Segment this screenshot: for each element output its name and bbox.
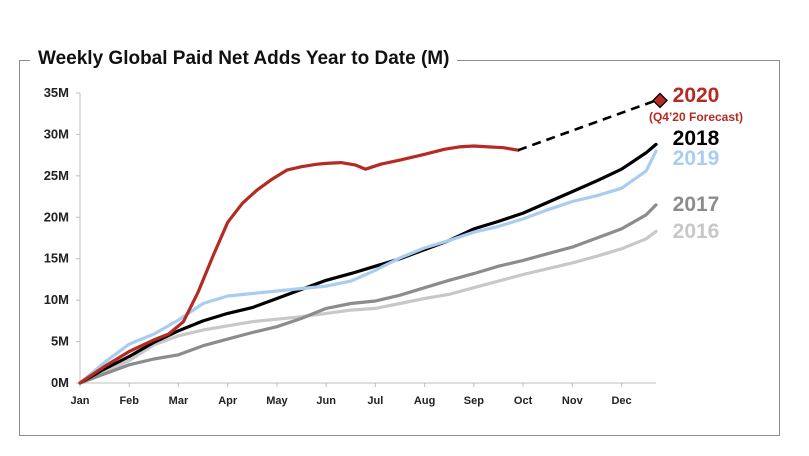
- series-label-2019: 2019: [673, 147, 720, 170]
- y-tick-label: 0M: [51, 375, 69, 390]
- x-tick-label: Feb: [119, 395, 139, 407]
- x-tick-label: Nov: [562, 395, 584, 407]
- y-tick-label: 30M: [44, 126, 69, 141]
- series-line-2019: [78, 149, 658, 385]
- x-tick-label: Apr: [218, 395, 238, 407]
- y-tick-label: 25M: [44, 168, 69, 183]
- series-line-2017: [78, 203, 658, 385]
- x-axis: Jan Feb Mar Apr May Jun Jul Aug Sep Oct Nov Dec: [71, 382, 656, 407]
- y-axis: 0M 5M 10M 15M 20M 25M 30M 35M: [44, 85, 81, 390]
- x-tick-label: Jun: [316, 395, 336, 407]
- y-tick-label: 35M: [44, 85, 69, 100]
- x-tick-label: Aug: [414, 395, 435, 407]
- x-tick-label: Dec: [611, 395, 631, 407]
- forecast-marker: [652, 92, 668, 109]
- series-label-2018: 2018: [673, 127, 720, 150]
- series-line-2020: [78, 144, 520, 385]
- y-tick-label: 5M: [51, 334, 69, 349]
- series-label-2020: 2020: [673, 84, 720, 107]
- series-line-2018: [78, 142, 658, 385]
- series-line-2016: [78, 229, 658, 385]
- x-tick-label: Mar: [169, 395, 189, 407]
- series-label-2017: 2017: [673, 193, 720, 216]
- forecast-line: [517, 99, 657, 152]
- y-tick-label: 20M: [44, 209, 69, 224]
- y-tick-label: 10M: [44, 292, 69, 307]
- chart-title: Weekly Global Paid Net Adds Year to Date…: [30, 48, 458, 70]
- series-lines: [78, 92, 668, 385]
- y-tick-label: 15M: [44, 251, 69, 266]
- forecast-annotation: (Q4’20 Forecast): [649, 110, 743, 124]
- x-tick-label: Sep: [464, 395, 484, 407]
- x-tick-label: Jan: [71, 395, 90, 407]
- x-tick-label: Jul: [367, 395, 383, 407]
- x-tick-label: May: [266, 395, 288, 407]
- series-label-2016: 2016: [673, 220, 720, 243]
- x-tick-label: Oct: [514, 395, 533, 407]
